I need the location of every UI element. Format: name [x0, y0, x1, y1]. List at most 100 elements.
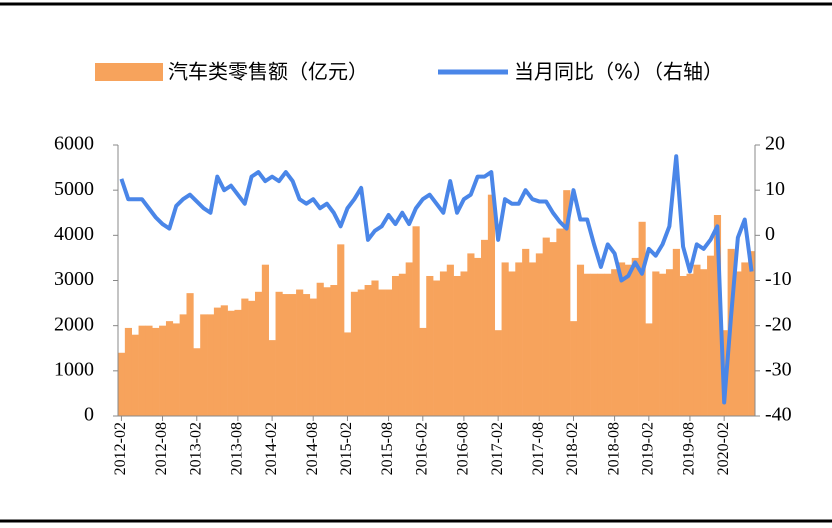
bar [275, 291, 283, 416]
bar [213, 307, 222, 416]
bar [576, 264, 585, 416]
bar [234, 309, 242, 416]
bar [289, 294, 297, 416]
bar [186, 293, 194, 416]
bar [172, 323, 180, 416]
y2-tick-label: -40 [765, 404, 792, 426]
bar [453, 275, 461, 416]
y2-tick-label: 20 [765, 133, 785, 155]
bar [357, 289, 365, 416]
bar [618, 262, 626, 416]
x-tick-label: 2018-02 [564, 422, 581, 475]
y2-tick-label: -30 [765, 358, 792, 380]
bar [494, 330, 502, 416]
bar [193, 348, 201, 416]
bar [419, 327, 427, 416]
legend-swatch [95, 63, 163, 81]
x-tick-label: 2017-08 [530, 422, 547, 475]
bar [179, 314, 187, 416]
x-tick-label: 2017-02 [489, 422, 506, 475]
bar [590, 273, 598, 416]
bar [563, 190, 571, 416]
bar [268, 340, 276, 416]
bar [124, 327, 132, 416]
bar [131, 334, 139, 416]
line [119, 154, 754, 405]
bar [487, 194, 496, 416]
bar [713, 215, 722, 416]
y-tick-label: 0 [84, 404, 94, 426]
bar [460, 271, 468, 416]
bar [707, 255, 715, 416]
bar [207, 314, 215, 416]
bar [323, 287, 331, 416]
bar [481, 239, 489, 416]
bar [378, 289, 386, 416]
y-tick-label: 6000 [54, 133, 94, 155]
bar [364, 285, 372, 416]
x-tick-label: 2013-02 [187, 422, 204, 475]
x-tick-label: 2015-08 [379, 422, 396, 475]
bar [508, 271, 516, 416]
bar [282, 294, 290, 416]
bar [316, 282, 324, 416]
bar [385, 289, 393, 416]
bar [659, 273, 667, 416]
bar [227, 310, 235, 416]
bar [542, 237, 550, 416]
x-tick-label: 2014-08 [304, 422, 321, 475]
bar [686, 273, 694, 416]
bar [693, 264, 701, 416]
bar [549, 242, 557, 416]
bar [152, 327, 160, 416]
bar [344, 332, 352, 416]
y-tick-label: 4000 [54, 223, 94, 245]
bar [165, 321, 174, 416]
bar [672, 248, 680, 416]
y-tick-label: 2000 [54, 313, 94, 335]
bar [556, 228, 564, 416]
bar [501, 262, 509, 416]
bar [665, 269, 674, 416]
y-tick-label: 3000 [54, 268, 94, 290]
bar [700, 269, 708, 416]
x-tick-label: 2018-08 [605, 422, 622, 475]
bar [426, 275, 434, 416]
y2-tick-label: -20 [765, 313, 792, 335]
y2-tick-label: -10 [765, 268, 792, 290]
y-tick-label: 5000 [54, 178, 94, 200]
bar [248, 300, 256, 416]
bar [515, 262, 523, 416]
bar [611, 269, 619, 416]
bar [391, 275, 400, 416]
x-tick-label: 2013-08 [229, 422, 246, 475]
x-tick-label: 2016-02 [413, 422, 430, 475]
bar [467, 253, 475, 416]
bar [638, 221, 646, 416]
bar [138, 325, 146, 416]
x-tick-label: 2012-08 [153, 422, 170, 475]
bar [302, 294, 311, 416]
bar [254, 291, 263, 416]
bar [631, 257, 639, 416]
bar [528, 262, 537, 416]
bar [350, 291, 359, 416]
bar [474, 257, 482, 416]
bar [433, 280, 441, 416]
x-tick-label: 2015-02 [338, 422, 355, 475]
bar [330, 285, 338, 416]
bar [398, 273, 406, 416]
bar [337, 244, 345, 416]
bar [570, 321, 578, 416]
x-tick-label: 2019-02 [640, 422, 657, 475]
legend-label: 当月同比（%）（右轴） [514, 60, 723, 84]
bar [439, 271, 448, 416]
x-tick-label: 2012-02 [112, 422, 129, 475]
bar [522, 248, 530, 416]
bar [679, 275, 687, 416]
bar [220, 305, 228, 416]
bar [261, 264, 269, 416]
x-tick-label: 2014-02 [263, 422, 280, 475]
x-tick-label: 2020-02 [715, 422, 732, 475]
